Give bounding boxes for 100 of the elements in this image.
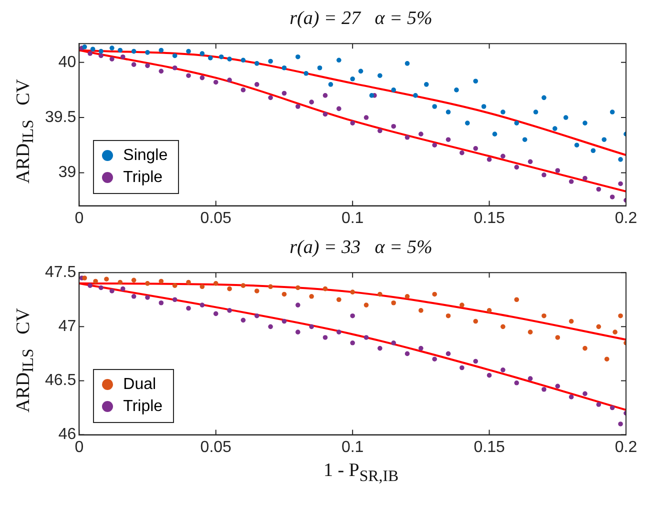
y-tick-label: 46 — [58, 426, 76, 444]
point — [254, 61, 260, 66]
point — [317, 65, 322, 70]
point — [432, 356, 437, 362]
point — [186, 280, 191, 285]
x-tick-label: 0.05 — [200, 438, 232, 456]
point — [446, 110, 451, 114]
point — [336, 106, 342, 112]
point — [364, 115, 369, 120]
point — [186, 73, 191, 78]
legend-label: Triple — [123, 168, 163, 187]
y-tick-label: 39 — [58, 164, 76, 182]
point — [522, 137, 528, 142]
point — [82, 276, 88, 280]
x-tick-label: 0.15 — [474, 438, 505, 456]
point — [218, 54, 224, 60]
point — [590, 148, 596, 154]
point — [582, 391, 588, 396]
point — [295, 302, 300, 308]
y-tick-label: 47 — [58, 318, 76, 336]
point — [446, 351, 451, 356]
chart-title: r(a) = 27 α = 5% — [288, 8, 434, 31]
point — [254, 313, 260, 318]
point — [350, 76, 355, 82]
point — [304, 70, 308, 76]
point — [391, 124, 396, 129]
point — [618, 422, 623, 426]
point — [227, 56, 232, 62]
point — [533, 110, 538, 114]
point — [446, 313, 451, 318]
x-tick-label: 0.05 — [200, 210, 232, 227]
point — [350, 120, 355, 126]
point — [618, 181, 623, 186]
point — [514, 164, 520, 170]
x-tick-label: 0.1 — [341, 210, 364, 227]
point — [582, 176, 588, 181]
point — [432, 292, 437, 297]
point — [240, 283, 246, 288]
point — [82, 44, 88, 50]
point — [120, 54, 126, 60]
point — [254, 288, 260, 294]
point — [492, 132, 498, 136]
point — [227, 286, 232, 292]
point — [500, 368, 506, 372]
point — [110, 56, 114, 62]
point — [309, 100, 314, 104]
point — [500, 154, 506, 159]
x-tick-label: 0.15 — [474, 210, 505, 227]
point — [118, 48, 123, 53]
point — [240, 58, 246, 63]
point — [404, 61, 410, 66]
point — [158, 68, 164, 74]
point — [473, 146, 478, 151]
point — [460, 365, 464, 370]
point — [186, 306, 191, 311]
point — [254, 82, 260, 87]
point — [213, 311, 218, 316]
point — [418, 308, 424, 313]
point — [432, 104, 437, 109]
point — [604, 356, 610, 362]
point — [240, 88, 246, 92]
point — [309, 324, 314, 330]
x-tick-label: 0.1 — [341, 438, 364, 456]
point — [555, 168, 560, 173]
point — [336, 330, 342, 334]
point — [227, 78, 232, 82]
point — [213, 281, 218, 286]
point — [582, 120, 588, 126]
point — [98, 48, 104, 54]
point — [391, 88, 396, 92]
point — [172, 297, 178, 302]
point — [481, 104, 486, 109]
point — [295, 54, 300, 60]
point — [465, 120, 470, 126]
point — [88, 51, 92, 56]
point — [528, 376, 533, 381]
point — [336, 58, 342, 63]
point — [473, 78, 478, 84]
x-tick-label: 0 — [74, 210, 84, 227]
point — [574, 142, 580, 148]
point — [88, 283, 92, 288]
legend-label: Triple — [123, 398, 163, 416]
x-tick-label: 0 — [74, 438, 84, 456]
point — [145, 295, 150, 300]
point — [542, 172, 546, 178]
point — [582, 346, 588, 351]
point — [93, 278, 98, 284]
point — [413, 93, 418, 98]
point — [369, 93, 374, 98]
point — [460, 302, 464, 308]
point — [404, 134, 410, 140]
point — [378, 73, 382, 78]
point — [309, 294, 314, 299]
point — [268, 95, 273, 100]
point — [542, 386, 546, 392]
point — [131, 62, 136, 67]
point — [602, 137, 607, 142]
point — [350, 313, 355, 318]
point — [432, 142, 437, 148]
point — [200, 302, 205, 308]
